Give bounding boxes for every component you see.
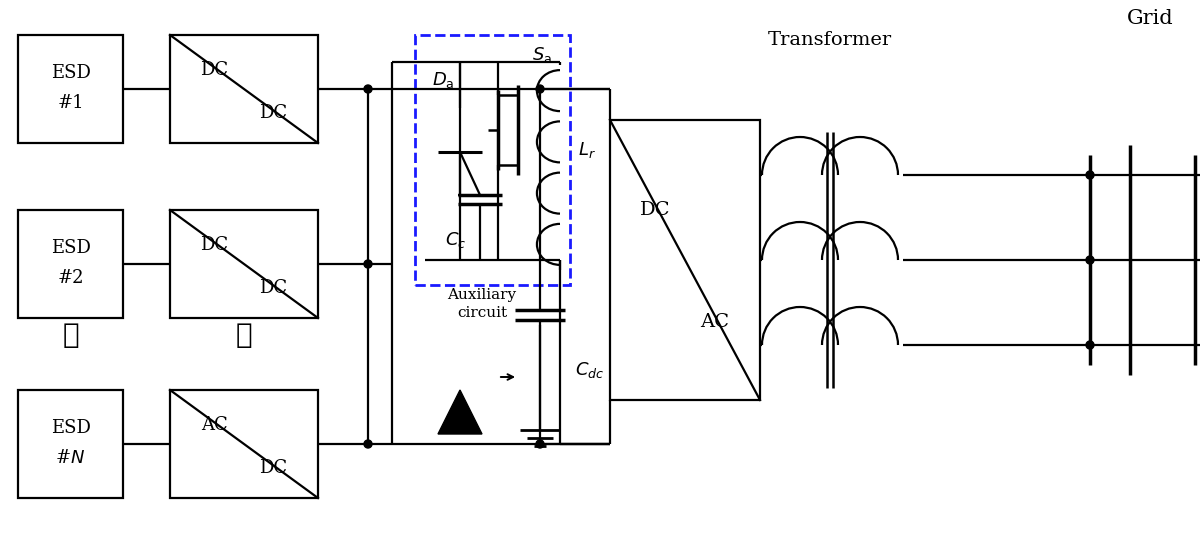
Text: $C_{dc}$: $C_{dc}$ [576, 360, 604, 380]
Bar [170, 390, 318, 498]
Text: AC: AC [701, 313, 730, 331]
Text: DC: DC [260, 104, 288, 122]
Text: $D_{\mathrm{a}}$: $D_{\mathrm{a}}$ [432, 70, 454, 90]
Circle shape [364, 440, 372, 448]
Circle shape [364, 85, 372, 93]
Text: #2: #2 [58, 269, 84, 287]
Text: AC: AC [201, 416, 228, 434]
Circle shape [536, 440, 544, 448]
Text: DC: DC [260, 279, 288, 297]
Text: #$N$: #$N$ [55, 449, 85, 467]
Text: ESD: ESD [51, 419, 90, 437]
Text: Grid: Grid [1127, 9, 1174, 28]
Bar [18, 210, 123, 318]
Circle shape [364, 260, 372, 268]
Text: $L_r$: $L_r$ [578, 140, 596, 160]
Bar [170, 35, 318, 143]
Bar [18, 390, 123, 498]
Text: $C_c$: $C_c$ [445, 230, 466, 250]
Text: ESD: ESD [51, 64, 90, 82]
Text: ⋮: ⋮ [63, 321, 78, 349]
Text: DC: DC [260, 459, 288, 477]
Circle shape [536, 85, 544, 93]
Bar [610, 120, 760, 400]
Text: ESD: ESD [51, 239, 90, 257]
Text: $S_{\mathrm{a}}$: $S_{\mathrm{a}}$ [532, 45, 553, 65]
Text: Auxiliary: Auxiliary [448, 288, 517, 302]
Text: DC: DC [639, 201, 671, 218]
Circle shape [1086, 256, 1094, 264]
Bar [18, 35, 123, 143]
Circle shape [1086, 171, 1094, 179]
Text: #1: #1 [57, 94, 84, 112]
Polygon shape [438, 390, 482, 434]
Text: DC: DC [200, 61, 229, 79]
Bar [415, 35, 569, 285]
Text: DC: DC [200, 236, 229, 254]
Text: Transformer: Transformer [768, 31, 892, 49]
Circle shape [1086, 341, 1094, 349]
Text: circuit: circuit [458, 306, 507, 320]
Text: ⋮: ⋮ [236, 321, 253, 349]
Bar [170, 210, 318, 318]
